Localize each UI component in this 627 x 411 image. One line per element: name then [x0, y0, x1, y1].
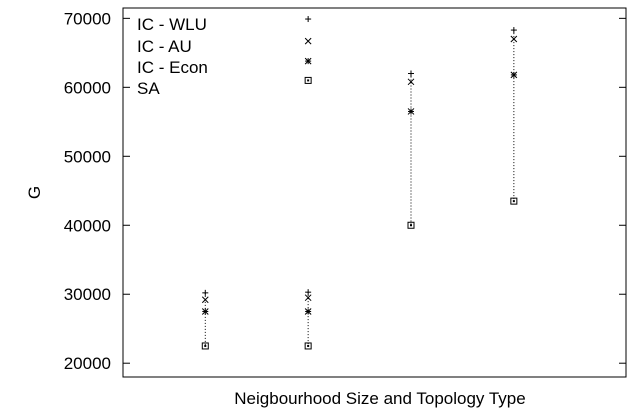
- marker-stroke: [201, 308, 209, 315]
- marker-stroke: [201, 342, 209, 350]
- marker-stroke: [304, 294, 312, 302]
- data-point: [304, 294, 312, 302]
- marker-dot: [307, 344, 310, 347]
- data-point: [202, 289, 209, 296]
- y-tick-label: 30000: [64, 285, 111, 304]
- marker-dot: [204, 344, 207, 347]
- marker-stroke: [510, 71, 518, 79]
- data-point: [510, 35, 518, 43]
- legend-label: IC - Econ: [137, 58, 208, 77]
- range-lines: [204, 30, 515, 346]
- data-markers: [201, 27, 518, 350]
- marker-stroke: [304, 37, 312, 45]
- marker-stroke: [407, 78, 415, 86]
- data-point: [304, 308, 312, 315]
- marker-stroke: [407, 221, 415, 229]
- marker-stroke: [510, 35, 518, 43]
- legend-label: IC - WLU: [137, 15, 207, 34]
- x-axis-label: Neigbourhood Size and Topology Type: [234, 389, 525, 408]
- y-tick-label: 60000: [64, 78, 111, 97]
- marker-stroke: [304, 76, 312, 84]
- data-point: [510, 71, 518, 79]
- y-axis: 20000 30000 40000 50000 60000 70000: [64, 9, 626, 373]
- data-point: [201, 308, 209, 315]
- data-point: [510, 27, 517, 34]
- y-tick-label: 50000: [64, 147, 111, 166]
- y-axis-label: G: [25, 186, 44, 199]
- legend: IC - WLU IC - AU IC - Econ SA: [137, 15, 312, 98]
- marker-stroke: [510, 197, 518, 205]
- data-point: [201, 342, 209, 350]
- legend-marker: [304, 76, 312, 84]
- marker-stroke: [304, 57, 312, 65]
- data-point: [407, 221, 415, 229]
- marker-stroke: [201, 296, 209, 304]
- data-point: [510, 197, 518, 205]
- marker-dot: [307, 79, 310, 82]
- y-tick-label: 20000: [64, 354, 111, 373]
- data-point: [304, 342, 312, 350]
- legend-label: SA: [137, 79, 160, 98]
- data-point: [407, 108, 415, 115]
- legend-label: IC - AU: [137, 37, 192, 56]
- legend-marker: [304, 57, 312, 65]
- data-point: [305, 289, 312, 296]
- plot-border: [122, 7, 627, 378]
- y-tick-label: 40000: [64, 216, 111, 235]
- marker-dot: [410, 224, 412, 227]
- y-tick-label: 70000: [64, 9, 111, 28]
- marker-stroke: [304, 308, 312, 315]
- legend-marker: [304, 37, 312, 45]
- data-point: [407, 78, 415, 86]
- marker-stroke: [407, 108, 415, 115]
- data-point: [408, 70, 414, 77]
- marker-stroke: [304, 342, 312, 350]
- plot-frame: [122, 7, 627, 378]
- data-point: [201, 296, 209, 304]
- legend-marker: [305, 16, 312, 23]
- marker-dot: [512, 200, 515, 203]
